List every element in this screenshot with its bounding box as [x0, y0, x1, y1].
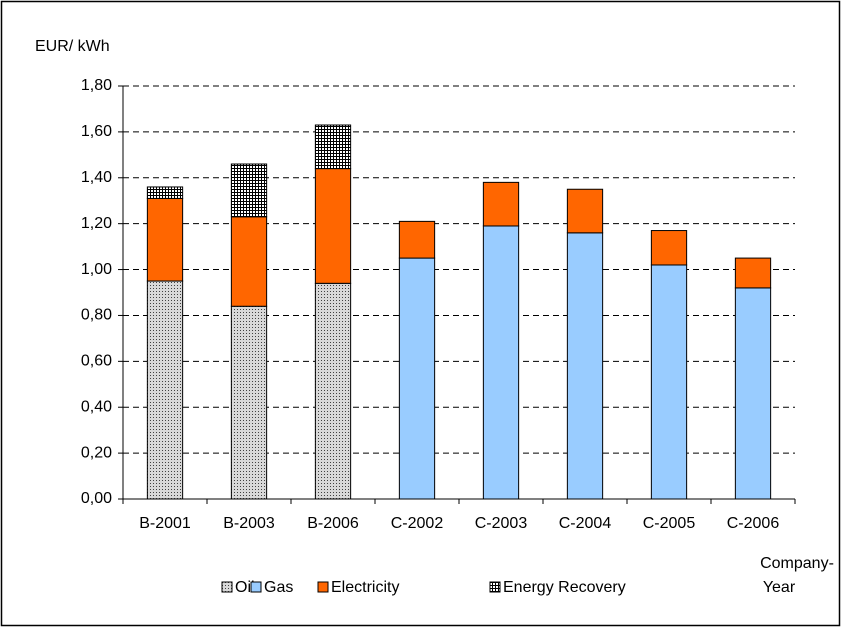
- y-axis-label: EUR/ kWh: [35, 38, 110, 55]
- bar-segment: [482, 181, 520, 227]
- x-axis-label: Company-: [760, 555, 834, 572]
- bar-segment: [482, 225, 520, 500]
- bar-segment: [146, 186, 184, 199]
- bar-segment: [398, 257, 436, 500]
- x-tick-label: C-2006: [727, 515, 780, 532]
- bar-segment: [650, 230, 688, 266]
- bar-segment: [146, 280, 184, 500]
- x-tick-label: B-2006: [307, 515, 359, 532]
- x-tick-label: C-2003: [475, 515, 528, 532]
- x-tick-label: B-2001: [139, 515, 191, 532]
- x-tick-label: C-2002: [391, 515, 444, 532]
- bar-segment: [650, 264, 688, 500]
- y-tick-label: 0,80: [81, 307, 112, 324]
- y-tick-label: 1,80: [81, 77, 112, 94]
- legend-swatch: [489, 581, 501, 593]
- x-tick-label: C-2005: [643, 515, 696, 532]
- y-tick-label: 1,60: [81, 123, 112, 140]
- legend-label: Oil: [235, 579, 255, 596]
- y-tick-label: 0,40: [81, 398, 112, 415]
- y-tick-label: 1,00: [81, 261, 112, 278]
- x-axis-label: Year: [763, 579, 796, 596]
- bar-segment: [734, 287, 772, 500]
- bar-segment: [734, 257, 772, 289]
- y-tick-label: 0,60: [81, 353, 112, 370]
- bar-segment: [314, 282, 352, 500]
- bar-segment: [230, 216, 268, 307]
- bar-segment: [314, 168, 352, 284]
- bar-segment: [146, 197, 184, 282]
- bar-segment: [566, 232, 604, 500]
- bar-segment: [230, 163, 268, 218]
- y-tick-label: 1,40: [81, 169, 112, 186]
- bar-segment: [398, 220, 436, 259]
- legend-label: Electricity: [331, 579, 399, 596]
- bar-segment: [230, 305, 268, 500]
- y-tick-label: 0,20: [81, 444, 112, 461]
- x-tick-label: B-2003: [223, 515, 275, 532]
- legend-swatch: [221, 581, 233, 593]
- y-tick-label: 1,20: [81, 215, 112, 232]
- x-tick-label: C-2004: [559, 515, 612, 532]
- legend-swatch: [250, 581, 262, 593]
- legend-swatch: [317, 581, 329, 593]
- y-tick-label: 0,00: [81, 490, 112, 507]
- bar-segment: [566, 188, 604, 234]
- bar-segment: [314, 124, 352, 170]
- legend-label: Energy Recovery: [503, 579, 626, 596]
- legend-label: Gas: [264, 579, 293, 596]
